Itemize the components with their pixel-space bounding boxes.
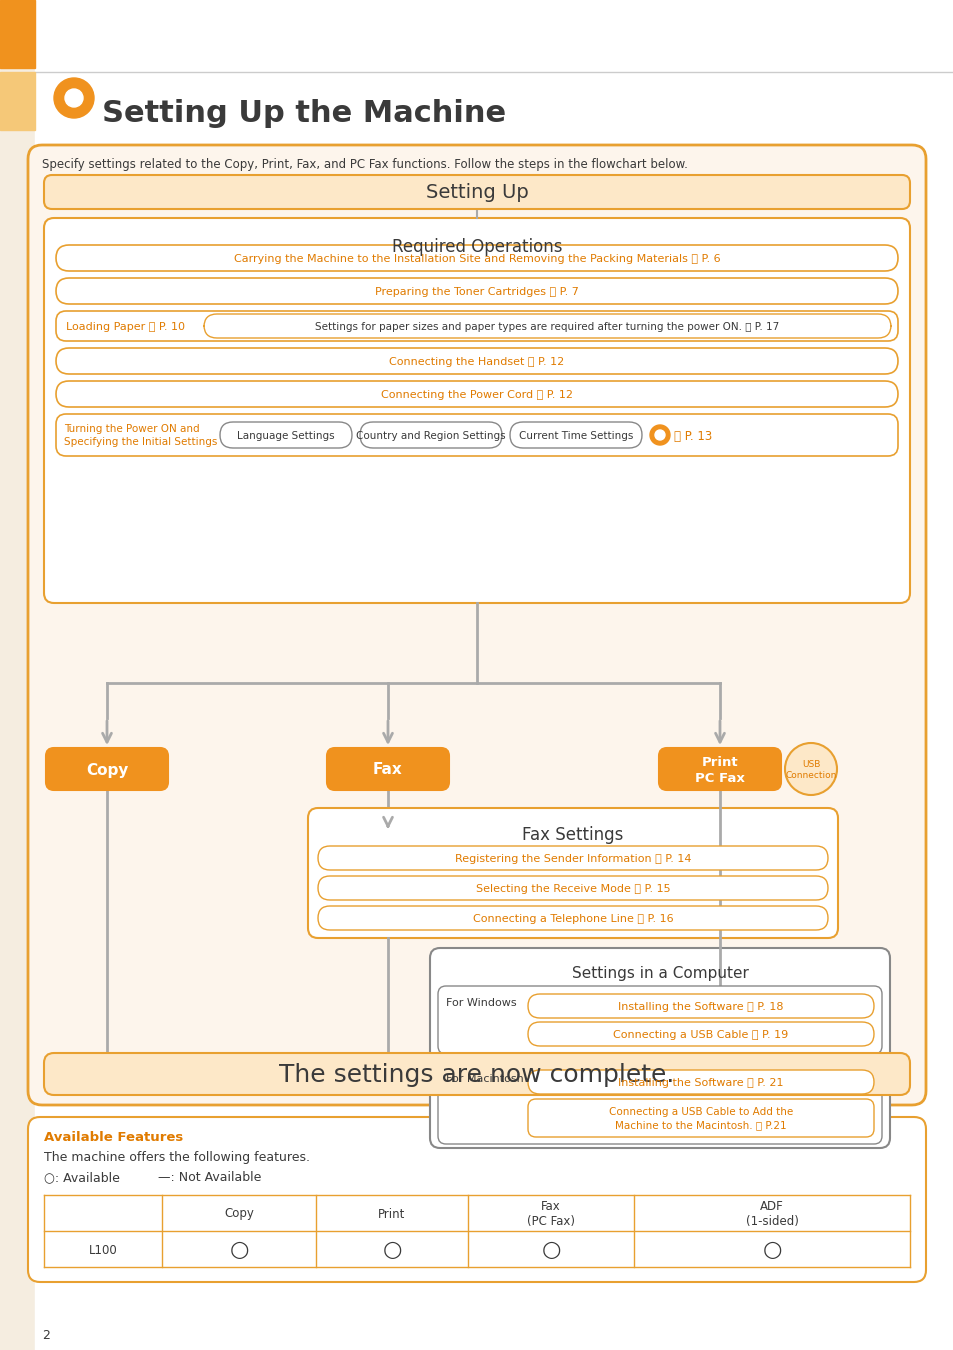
FancyBboxPatch shape: [56, 310, 897, 342]
Circle shape: [649, 425, 669, 446]
Text: The settings are now complete.: The settings are now complete.: [279, 1062, 674, 1087]
Text: For Macintosh: For Macintosh: [446, 1075, 523, 1084]
FancyBboxPatch shape: [527, 1071, 873, 1094]
Circle shape: [784, 743, 836, 795]
FancyBboxPatch shape: [437, 1062, 882, 1143]
Text: Connecting a USB Cable to Add the
Machine to the Macintosh. ⓗ P.21: Connecting a USB Cable to Add the Machin…: [608, 1107, 792, 1130]
Text: Turning the Power ON and
Specifying the Initial Settings: Turning the Power ON and Specifying the …: [64, 424, 217, 447]
Text: Print: Print: [378, 1207, 405, 1220]
FancyBboxPatch shape: [44, 1053, 909, 1095]
Text: Print
PC Fax: Print PC Fax: [695, 756, 744, 784]
Text: Installing the Software ⓗ P. 18: Installing the Software ⓗ P. 18: [618, 1002, 783, 1012]
Bar: [0, 72, 35, 130]
Text: Registering the Sender Information ⓗ P. 14: Registering the Sender Information ⓗ P. …: [455, 855, 691, 864]
Bar: [0, 0, 35, 68]
FancyBboxPatch shape: [44, 217, 909, 603]
FancyBboxPatch shape: [510, 423, 641, 448]
Text: Copy: Copy: [86, 763, 128, 778]
Text: Preparing the Toner Cartridges ⓗ P. 7: Preparing the Toner Cartridges ⓗ P. 7: [375, 288, 578, 297]
FancyBboxPatch shape: [46, 748, 168, 790]
Text: Country and Region Settings: Country and Region Settings: [355, 431, 505, 441]
Text: For Windows: For Windows: [446, 998, 517, 1008]
FancyBboxPatch shape: [56, 381, 897, 406]
Text: L100: L100: [89, 1243, 117, 1257]
FancyBboxPatch shape: [220, 423, 352, 448]
FancyBboxPatch shape: [659, 748, 781, 790]
Text: Setting Up the Machine: Setting Up the Machine: [102, 99, 506, 127]
Text: ○: Available: ○: Available: [44, 1170, 120, 1184]
Text: Selecting the Receive Mode ⓗ P. 15: Selecting the Receive Mode ⓗ P. 15: [476, 884, 670, 894]
FancyBboxPatch shape: [437, 986, 882, 1054]
Text: USB
Connection: USB Connection: [784, 760, 836, 780]
Text: Installing the Software ⓗ P. 21: Installing the Software ⓗ P. 21: [618, 1079, 783, 1088]
FancyBboxPatch shape: [430, 948, 889, 1148]
Text: Fax Settings: Fax Settings: [521, 826, 623, 844]
Circle shape: [655, 431, 664, 440]
Text: Setting Up: Setting Up: [425, 184, 528, 202]
Text: Loading Paper ⓗ P. 10: Loading Paper ⓗ P. 10: [66, 323, 185, 332]
Text: Connecting a USB Cable ⓗ P. 19: Connecting a USB Cable ⓗ P. 19: [613, 1030, 788, 1040]
FancyBboxPatch shape: [317, 876, 827, 900]
Text: Connecting a Telephone Line ⓗ P. 16: Connecting a Telephone Line ⓗ P. 16: [472, 914, 673, 923]
FancyBboxPatch shape: [28, 144, 925, 1106]
FancyBboxPatch shape: [317, 846, 827, 869]
FancyBboxPatch shape: [56, 348, 897, 374]
Circle shape: [65, 89, 83, 107]
Text: The machine offers the following features.: The machine offers the following feature…: [44, 1152, 310, 1164]
Text: —: Not Available: —: Not Available: [158, 1170, 261, 1184]
FancyBboxPatch shape: [527, 1022, 873, 1046]
Text: Fax: Fax: [373, 763, 402, 778]
FancyBboxPatch shape: [204, 315, 890, 338]
Text: Fax
(PC Fax): Fax (PC Fax): [526, 1200, 575, 1229]
Text: Connecting the Power Cord ⓗ P. 12: Connecting the Power Cord ⓗ P. 12: [380, 390, 573, 400]
Text: ADF
(1-sided): ADF (1-sided): [745, 1200, 798, 1229]
Text: 2: 2: [42, 1328, 50, 1342]
Text: Current Time Settings: Current Time Settings: [518, 431, 633, 441]
FancyBboxPatch shape: [56, 278, 897, 304]
Text: Connecting the Handset ⓗ P. 12: Connecting the Handset ⓗ P. 12: [389, 356, 564, 367]
Text: Language Settings: Language Settings: [237, 431, 335, 441]
FancyBboxPatch shape: [359, 423, 501, 448]
FancyBboxPatch shape: [56, 244, 897, 271]
Text: Settings in a Computer: Settings in a Computer: [571, 967, 748, 981]
FancyBboxPatch shape: [327, 748, 449, 790]
Text: ⓗ P. 13: ⓗ P. 13: [673, 429, 712, 443]
Text: Required Operations: Required Operations: [392, 238, 561, 256]
FancyBboxPatch shape: [28, 1116, 925, 1282]
FancyBboxPatch shape: [527, 994, 873, 1018]
Text: Specify settings related to the Copy, Print, Fax, and PC Fax functions. Follow t: Specify settings related to the Copy, Pr…: [42, 158, 687, 171]
Text: ○: ○: [229, 1241, 249, 1260]
Text: ○: ○: [761, 1241, 781, 1260]
FancyBboxPatch shape: [527, 1099, 873, 1137]
Text: Carrying the Machine to the Installation Site and Removing the Packing Materials: Carrying the Machine to the Installation…: [233, 254, 720, 265]
FancyBboxPatch shape: [317, 906, 827, 930]
Text: Settings for paper sizes and paper types are required after turning the power ON: Settings for paper sizes and paper types…: [315, 323, 779, 332]
Text: Available Features: Available Features: [44, 1131, 183, 1143]
Text: ○: ○: [382, 1241, 401, 1260]
FancyBboxPatch shape: [44, 176, 909, 209]
FancyBboxPatch shape: [308, 809, 837, 938]
Text: ○: ○: [540, 1241, 560, 1260]
Circle shape: [54, 78, 94, 117]
Text: Copy: Copy: [224, 1207, 253, 1220]
FancyBboxPatch shape: [56, 414, 897, 456]
